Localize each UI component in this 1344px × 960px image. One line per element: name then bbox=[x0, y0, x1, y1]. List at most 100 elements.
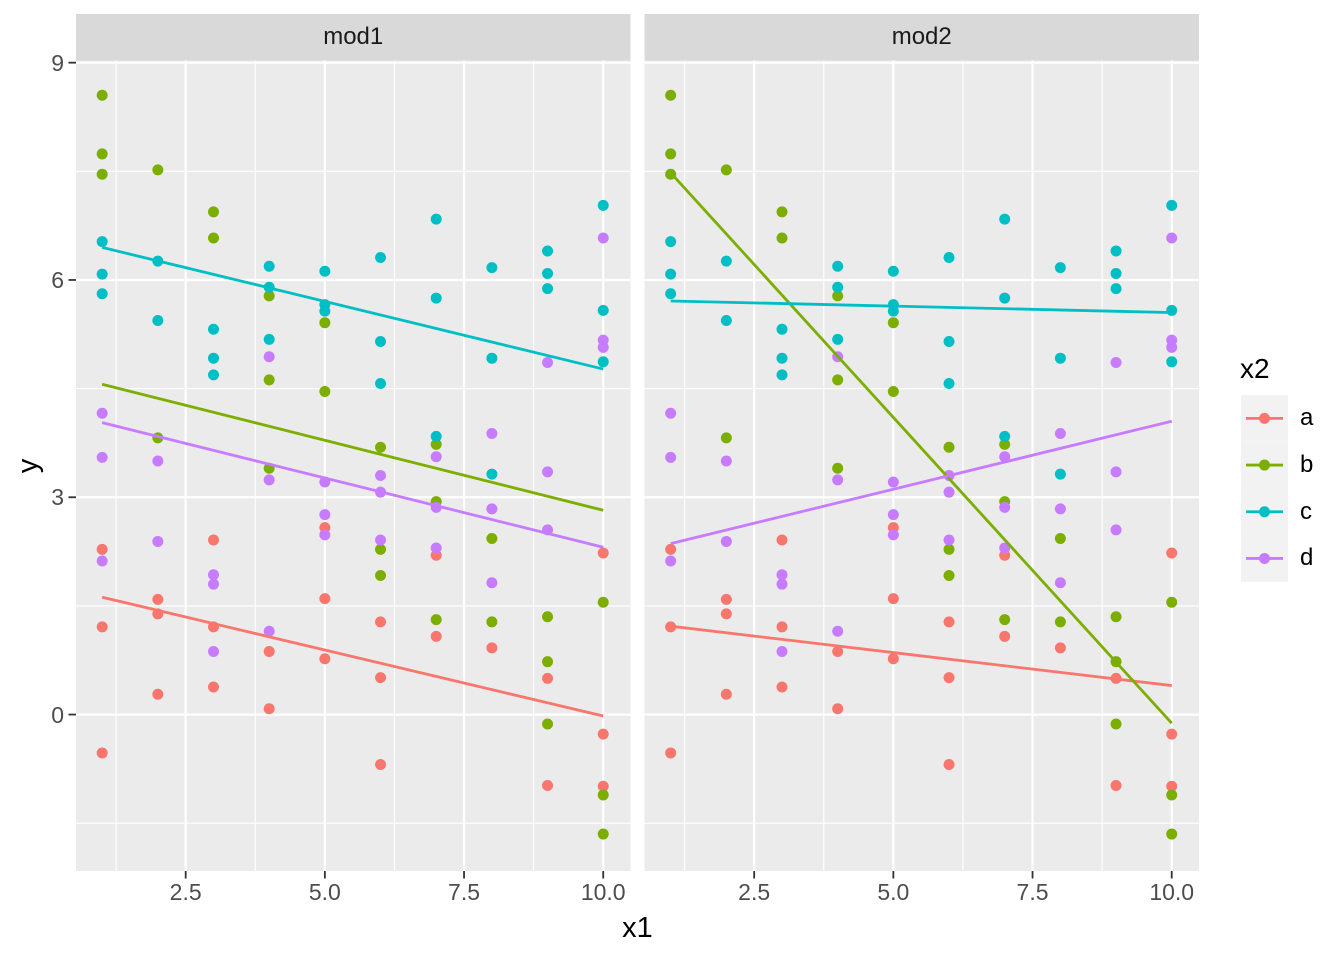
data-point-d bbox=[1110, 524, 1122, 536]
data-point-a bbox=[486, 642, 498, 654]
data-point-c bbox=[887, 265, 899, 277]
data-point-d bbox=[1054, 577, 1066, 589]
regression-line-mod2-d bbox=[670, 419, 1173, 545]
regression-line-mod1-b bbox=[101, 382, 604, 512]
data-point-c bbox=[542, 283, 554, 295]
data-point-c bbox=[1166, 199, 1178, 211]
data-point-c bbox=[665, 236, 677, 248]
data-point-d bbox=[776, 569, 788, 581]
data-point-d bbox=[1166, 341, 1178, 353]
data-point-a bbox=[943, 759, 955, 771]
x-tick-label-mod2-10.0: 10.0 bbox=[1149, 879, 1195, 905]
data-point-b bbox=[943, 543, 955, 555]
data-point-d bbox=[208, 578, 220, 590]
legend-key-point-b bbox=[1259, 459, 1270, 471]
data-point-c bbox=[1054, 352, 1066, 364]
y-axis-title: y bbox=[12, 458, 44, 474]
data-point-c bbox=[665, 268, 677, 280]
data-point-a bbox=[776, 534, 788, 546]
data-point-c bbox=[720, 315, 732, 327]
data-point-c bbox=[1166, 304, 1178, 316]
x-tick-label-mod2-2.5: 2.5 bbox=[738, 879, 771, 905]
data-point-d bbox=[375, 470, 387, 482]
data-point-a bbox=[542, 672, 554, 684]
data-point-d bbox=[96, 451, 108, 463]
data-point-c bbox=[486, 468, 498, 480]
data-point-b bbox=[665, 148, 677, 160]
data-point-a bbox=[96, 543, 108, 555]
data-point-c bbox=[208, 352, 220, 364]
legend-label-c: c bbox=[1300, 498, 1312, 525]
data-point-d bbox=[1054, 428, 1066, 440]
legend-label-d: d bbox=[1300, 544, 1314, 571]
data-point-b bbox=[96, 89, 108, 101]
data-point-c bbox=[1054, 262, 1066, 274]
data-point-b bbox=[96, 148, 108, 160]
data-point-b bbox=[597, 596, 609, 608]
x-tick-label-mod1-5.0: 5.0 bbox=[308, 879, 341, 905]
data-point-b bbox=[832, 374, 844, 386]
data-point-d bbox=[887, 529, 899, 541]
data-point-b bbox=[319, 317, 331, 329]
data-point-a bbox=[943, 672, 955, 684]
data-point-c bbox=[943, 378, 955, 390]
data-point-a bbox=[208, 681, 220, 693]
legend-key-point-c bbox=[1259, 506, 1270, 518]
data-point-b bbox=[1110, 611, 1122, 623]
data-point-c bbox=[832, 281, 844, 293]
data-point-d bbox=[542, 466, 554, 478]
legend-label-b: b bbox=[1300, 451, 1314, 478]
regression-line-mod2-c bbox=[670, 299, 1172, 314]
data-point-d bbox=[486, 428, 498, 440]
data-point-b bbox=[1166, 828, 1178, 840]
data-point-b bbox=[999, 614, 1011, 626]
data-point-d bbox=[486, 577, 498, 589]
data-point-b bbox=[1110, 718, 1122, 730]
x-tick-label-mod1-10.0: 10.0 bbox=[580, 879, 626, 905]
data-point-c bbox=[1166, 356, 1178, 368]
data-point-b bbox=[832, 290, 844, 302]
facet-strip-mod2: mod2 bbox=[891, 23, 952, 50]
data-point-c bbox=[263, 333, 275, 345]
data-point-c bbox=[375, 378, 387, 390]
data-point-d bbox=[999, 542, 1011, 554]
data-point-c bbox=[776, 323, 788, 335]
data-point-a bbox=[1166, 728, 1178, 740]
data-point-a bbox=[1054, 642, 1066, 654]
data-point-b bbox=[887, 386, 899, 398]
data-point-a bbox=[263, 646, 275, 658]
data-point-d bbox=[720, 535, 732, 547]
data-point-d bbox=[263, 474, 275, 486]
data-point-c bbox=[999, 213, 1011, 225]
data-point-d bbox=[319, 509, 331, 521]
data-point-d bbox=[1166, 232, 1178, 244]
data-point-c bbox=[430, 292, 442, 304]
data-point-a bbox=[430, 630, 442, 642]
regression-line-mod1-a bbox=[101, 595, 604, 718]
data-point-c bbox=[776, 369, 788, 381]
legend-label-a: a bbox=[1300, 404, 1314, 431]
data-point-d bbox=[208, 569, 220, 581]
data-point-a bbox=[832, 646, 844, 658]
x-tick-label-mod2-7.5: 7.5 bbox=[1016, 879, 1049, 905]
data-point-c bbox=[597, 304, 609, 316]
data-point-c bbox=[430, 213, 442, 225]
data-point-a bbox=[319, 653, 331, 665]
data-point-b bbox=[319, 386, 331, 398]
data-point-d bbox=[430, 542, 442, 554]
data-point-b bbox=[720, 432, 732, 444]
x-tick-label-mod1-2.5: 2.5 bbox=[169, 879, 202, 905]
x-tick-label-mod1-7.5: 7.5 bbox=[448, 879, 481, 905]
data-point-b bbox=[776, 232, 788, 244]
data-point-d bbox=[542, 357, 554, 369]
regression-line-mod2-b bbox=[669, 171, 1173, 725]
data-point-a bbox=[375, 616, 387, 628]
data-point-c bbox=[999, 292, 1011, 304]
data-point-b bbox=[263, 290, 275, 302]
data-point-a bbox=[832, 703, 844, 715]
legend-title: x2 bbox=[1240, 353, 1270, 384]
data-point-d bbox=[1054, 503, 1066, 515]
data-point-b bbox=[943, 569, 955, 581]
data-point-c bbox=[152, 315, 164, 327]
